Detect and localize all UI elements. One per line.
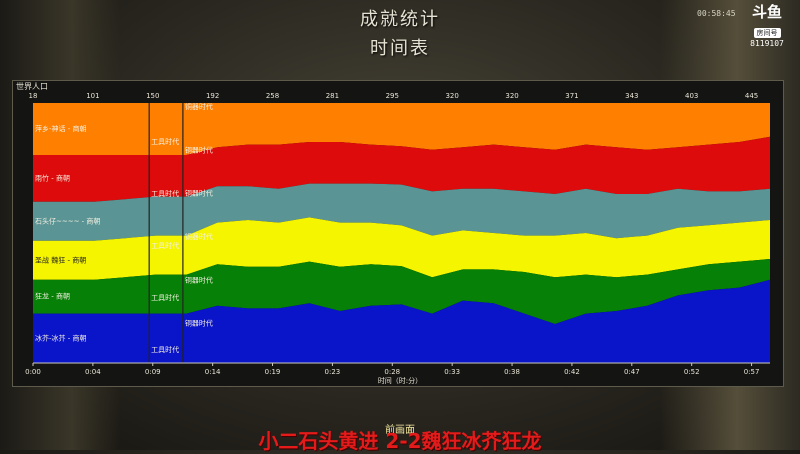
age-marker-label: 铜器时代 — [185, 102, 213, 111]
room-id: 8119107 — [750, 39, 784, 48]
x-tick-label: 0:00 — [25, 368, 41, 376]
x-tick-label: 0:33 — [444, 368, 460, 376]
top-tick-label: 18 — [29, 92, 38, 100]
top-tick-label: 192 — [206, 92, 219, 100]
series-label-6: 冰芥-冰芥 - 商朝 — [35, 333, 87, 342]
series-label-5: 狂龙 - 商朝 — [35, 292, 70, 301]
x-tick-label: 0:52 — [684, 368, 700, 376]
top-tick-label: 295 — [386, 92, 399, 100]
top-tick-label: 445 — [745, 92, 758, 100]
x-tick-label: 0:04 — [85, 368, 101, 376]
series-band-6 — [33, 279, 770, 363]
age-marker-label: 铜器时代 — [185, 319, 213, 328]
x-tick-label: 0:38 — [504, 368, 520, 376]
x-tick-label: 0:47 — [624, 368, 640, 376]
age-marker-label: 工具时代 — [151, 189, 179, 198]
x-axis-label: 时间（时:分） — [378, 376, 422, 385]
age-marker-label: 铜器时代 — [185, 189, 213, 198]
top-tick-label: 320 — [445, 92, 458, 100]
age-marker-label: 铜器时代 — [185, 232, 213, 241]
top-tick-label: 258 — [266, 92, 279, 100]
panel-label: 世界人口 — [16, 82, 48, 91]
top-tick-label: 371 — [565, 92, 578, 100]
series-band-2 — [33, 136, 770, 202]
series-label-3: 石头仔~~~~ - 商朝 — [35, 216, 100, 225]
age-marker-label: 铜器时代 — [185, 275, 213, 284]
x-tick-label: 0:42 — [564, 368, 580, 376]
series-band-4 — [33, 217, 770, 280]
age-marker-label: 工具时代 — [151, 293, 179, 302]
age-marker-label: 工具时代 — [151, 241, 179, 250]
x-tick-label: 0:28 — [384, 368, 400, 376]
series-label-1: 萍乡-神话 - 商朝 — [35, 124, 87, 133]
streamer-badge: 斗鱼 房间号 8119107 — [742, 4, 792, 48]
series-band-5 — [33, 259, 770, 324]
x-tick-label: 0:23 — [325, 368, 341, 376]
game-clock: 00:58:45 — [697, 9, 736, 18]
main-menu-button[interactable]: 前画面 — [385, 425, 415, 436]
top-tick-label: 150 — [146, 92, 159, 100]
top-tick-label: 320 — [505, 92, 518, 100]
series-band-3 — [33, 183, 770, 241]
x-tick-label: 0:14 — [205, 368, 221, 376]
series-band-1 — [33, 103, 770, 155]
series-label-2: 雨竹 - 商朝 — [35, 173, 70, 182]
screen-subtitle: 时间表 — [370, 38, 430, 59]
age-marker-label: 工具时代 — [151, 345, 179, 354]
top-tick-label: 403 — [685, 92, 698, 100]
x-tick-label: 0:19 — [265, 368, 281, 376]
top-tick-label: 281 — [326, 92, 339, 100]
x-tick-label: 0:09 — [145, 368, 161, 376]
top-tick-label: 101 — [86, 92, 99, 100]
top-tick-label: 343 — [625, 92, 638, 100]
room-label: 房间号 — [753, 28, 781, 38]
age-marker-label: 铜器时代 — [185, 145, 213, 154]
screen-title: 成就统计 — [360, 9, 440, 30]
series-label-4: 圣战 魏狂 - 商朝 — [35, 255, 86, 264]
match-caption: 小二石头黄进 2-2魏狂冰芥狂龙 — [258, 429, 542, 453]
douyu-logo: 斗鱼 — [751, 3, 782, 21]
age-marker-label: 工具时代 — [151, 137, 179, 146]
x-tick-label: 0:57 — [744, 368, 760, 376]
